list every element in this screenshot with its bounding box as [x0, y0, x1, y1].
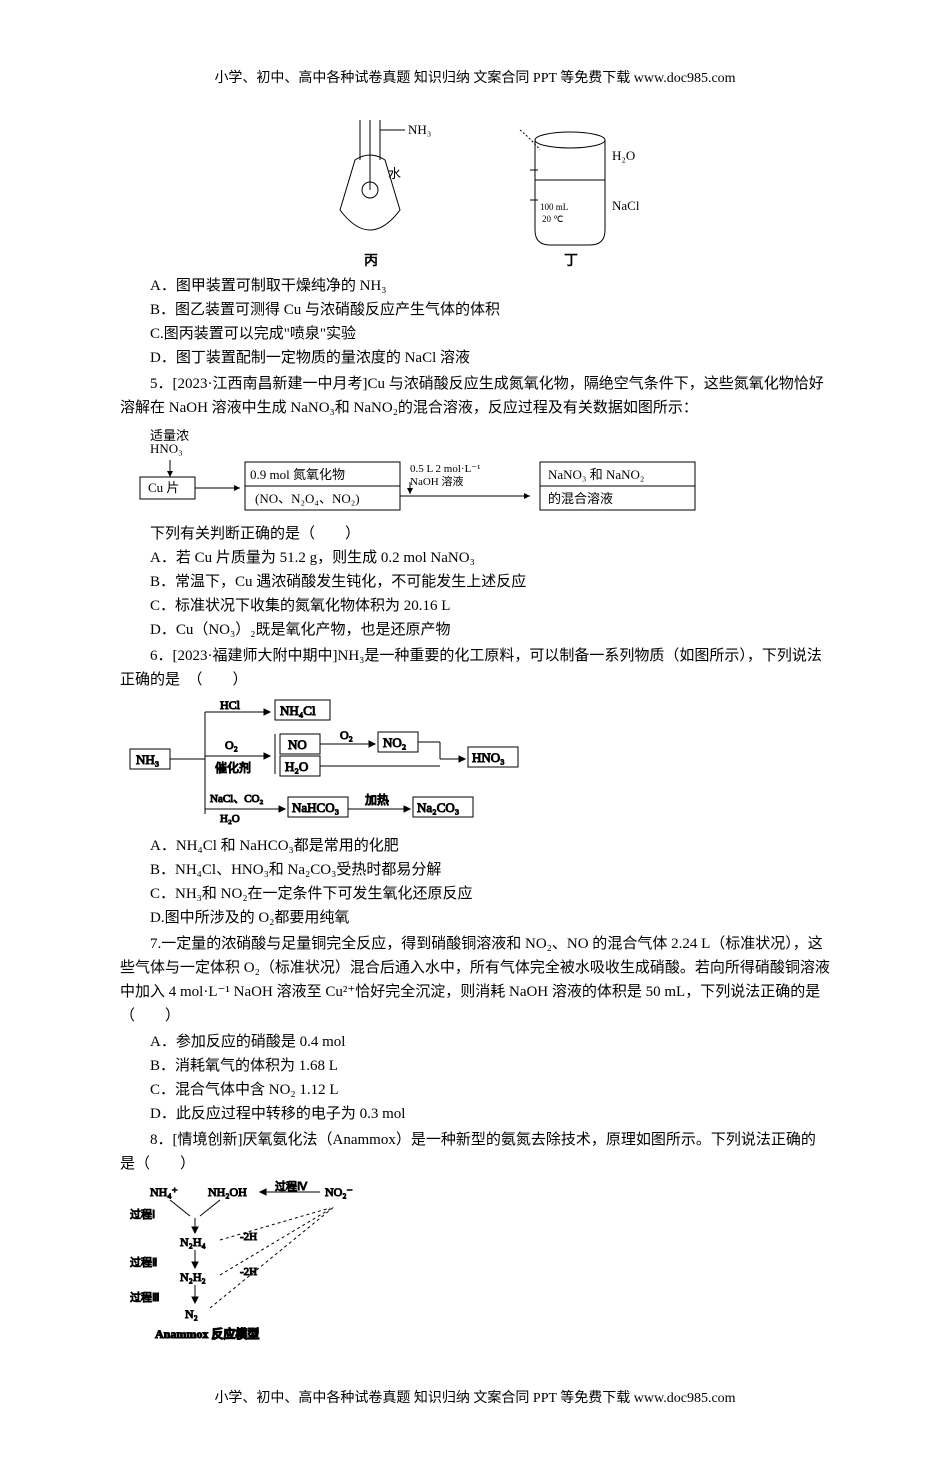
label-ding: 丁	[564, 254, 578, 269]
chem-na2co3: Na₂CO₃	[417, 800, 459, 815]
diagram-bing: NH₃ 水 丙	[300, 110, 440, 270]
chem-hcl: HCl	[220, 698, 241, 712]
model-proc2: 过程Ⅱ	[130, 1256, 157, 1269]
flow-mid: 0.5 L 2 mol·L⁻¹NaOH 溶液	[410, 463, 480, 488]
label-water: 水	[388, 166, 401, 181]
model-n2: N₂	[185, 1307, 198, 1321]
chem-o2b: O₂	[340, 728, 353, 742]
q5-stem2: 下列有关判断正确的是（ ）	[150, 522, 830, 546]
q7-opt-a: A．参加反应的硝酸是 0.4 mol	[150, 1030, 830, 1054]
model-nh2oh: NH₂OH	[208, 1185, 247, 1199]
flow-hno3: 适量浓HNO₃	[150, 428, 189, 456]
chem-o2a: O₂	[225, 738, 238, 752]
chem-hno3: HNO₃	[472, 750, 505, 765]
flow-box1b: (NO、N₂O₄、NO₂)	[255, 491, 360, 506]
q6-chem-diagram: NH₃ HCl NH₄Cl O₂ 催化剂 NO H₂O O₂	[120, 694, 830, 834]
q6-stem: 6．[2023·福建师大附中期中]NH₃是一种重要的化工原料，可以制备一系列物质…	[120, 644, 830, 692]
chem-nh4cl: NH₄Cl	[280, 703, 316, 718]
q7-stem: 7.一定量的浓硝酸与足量铜完全反应，得到硝酸铜溶液和 NO₂、NO 的混合气体 …	[120, 932, 830, 1028]
flow-box2a: NaNO₃ 和 NaNO₂	[548, 467, 644, 482]
model-m2h1: -2H	[240, 1231, 257, 1243]
model-proc1: 过程Ⅰ	[130, 1208, 155, 1221]
model-nh4: NH₄⁺	[150, 1185, 178, 1199]
label-vol: 100 mL	[540, 202, 568, 212]
page-container: 小学、初中、高中各种试卷真题 知识归纳 文案合同 PPT 等免费下载 www.d…	[0, 0, 950, 1471]
q6-opt-d: D.图中所涉及的 O₂都要用纯氧	[150, 906, 830, 930]
chem-h2o: H₂O	[285, 759, 308, 774]
diagram-ding: H₂O 100 mL 20 ℃ NaCl 丁	[500, 110, 650, 270]
model-proc3: 过程Ⅲ	[130, 1291, 160, 1304]
label-nacl: NaCl	[612, 198, 640, 213]
q5-opt-a: A．若 Cu 片质量为 51.2 g，则生成 0.2 mol NaNO₃	[150, 546, 830, 570]
flow-box1a: 0.9 mol 氮氧化物	[250, 467, 345, 482]
q5-flow-diagram: 适量浓HNO₃ Cu 片 0.9 mol 氮氧化物 (NO、N₂O₄、NO₂) …	[120, 422, 830, 522]
chem-nh3: NH₃	[136, 752, 159, 767]
q6-opt-a: A．NH₄Cl 和 NaHCO₃都是常用的化肥	[150, 834, 830, 858]
q4-opt-c: C.图丙装置可以完成"喷泉"实验	[150, 322, 830, 346]
chem-no2: NO₂	[383, 735, 406, 750]
label-bing: 丙	[364, 253, 378, 269]
q8-model-diagram: NH₄⁺ NH₂OH 过程Ⅳ NO₂⁻ 过程Ⅰ N₂H₄ -2H 过程Ⅱ N₂H…	[120, 1178, 830, 1358]
q7-opt-d: D．此反应过程中转移的电子为 0.3 mol	[150, 1102, 830, 1126]
q4-opt-d: D．图丁装置配制一定物质的量浓度的 NaCl 溶液	[150, 346, 830, 370]
q7-opt-c: C．混合气体中含 NO₂ 1.12 L	[150, 1078, 830, 1102]
q8-stem: 8．[情境创新]厌氧氨化法（Anammox）是一种新型的氨氮去除技术，原理如图所…	[120, 1128, 830, 1176]
model-n2h4: N₂H₄	[180, 1235, 206, 1249]
chem-no: NO	[288, 737, 307, 752]
chem-nahco3: NaHCO₃	[292, 800, 339, 815]
q6-opt-c: C．NH₃和 NO₂在一定条件下可发生氧化还原反应	[150, 882, 830, 906]
q5-stem: 5．[2023·江西南昌新建一中月考]Cu 与浓硝酸反应生成氮氧化物，隔绝空气条…	[120, 372, 830, 420]
flow-box2b: 的混合溶液	[548, 491, 613, 506]
label-nh3: NH₃	[408, 122, 431, 137]
flow-cu: Cu 片	[148, 480, 179, 495]
page-footer: 小学、初中、高中各种试卷真题 知识归纳 文案合同 PPT 等免费下载 www.d…	[120, 1388, 830, 1410]
top-diagram-row: NH₃ 水 丙 H₂O 100 mL 20 ℃ NaCl 丁	[120, 110, 830, 270]
label-temp: 20 ℃	[542, 214, 563, 224]
q5-opt-b: B．常温下，Cu 遇浓硝酸发生钝化，不可能发生上述反应	[150, 570, 830, 594]
label-h2o: H₂O	[612, 148, 635, 163]
model-n2h2: N₂H₂	[180, 1270, 206, 1284]
chem-nacl: NaCl、CO₂	[210, 793, 263, 805]
model-no2: NO₂⁻	[325, 1185, 353, 1199]
page-header: 小学、初中、高中各种试卷真题 知识归纳 文案合同 PPT 等免费下载 www.d…	[120, 68, 830, 90]
q7-opt-b: B．消耗氧气的体积为 1.68 L	[150, 1054, 830, 1078]
model-title: Anammox 反应模型	[155, 1326, 259, 1341]
chem-h2ob: H₂O	[220, 813, 240, 825]
q5-opt-d: D．Cu（NO₃）₂既是氧化产物，也是还原产物	[150, 618, 830, 642]
q4-opt-b: B．图乙装置可测得 Cu 与浓硝酸反应产生气体的体积	[150, 298, 830, 322]
chem-heat: 加热	[365, 793, 389, 807]
model-proc4: 过程Ⅳ	[275, 1180, 308, 1193]
q6-opt-b: B．NH₄Cl、HNO₃和 Na₂CO₃受热时都易分解	[150, 858, 830, 882]
q4-opt-a: A．图甲装置可制取干燥纯净的 NH₃	[150, 274, 830, 298]
chem-cat: 催化剂	[215, 760, 251, 775]
q5-opt-c: C．标准状况下收集的氮氧化物体积为 20.16 L	[150, 594, 830, 618]
